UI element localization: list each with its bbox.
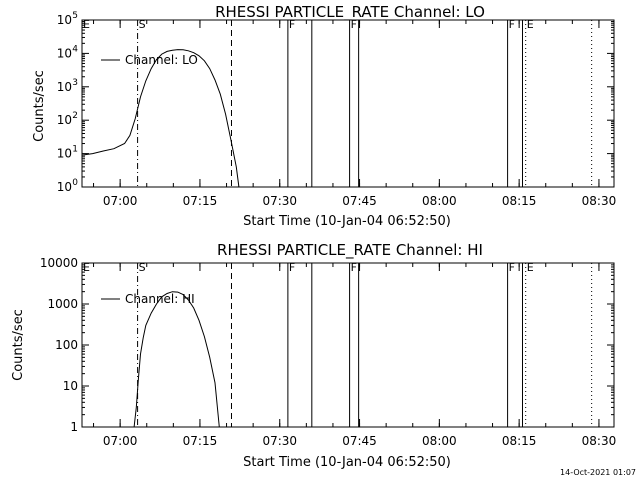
- x-tick-label: 07:45: [342, 434, 377, 448]
- legend-label: Channel: HI: [125, 292, 195, 306]
- y-tick-label: 10: [57, 80, 72, 94]
- event-marker-label: F: [351, 261, 357, 274]
- x-tick-label: 08:00: [422, 194, 457, 208]
- y-tick-exponent: 4: [72, 44, 78, 54]
- x-tick-label: 08:00: [422, 434, 457, 448]
- y-tick-label: 10: [57, 113, 72, 127]
- y-tick-label: 1000: [47, 297, 78, 311]
- event-marker-label: E: [83, 18, 90, 31]
- chart-panel-lo: RHESSI PARTICLE_RATE Channel: LO 10 010 11…: [32, 3, 616, 229]
- x-tick-label: 07:15: [183, 194, 218, 208]
- event-marker-label: F: [351, 18, 357, 31]
- y-tick-label: 10: [57, 46, 72, 60]
- event-marker-label: S: [139, 18, 146, 31]
- y-tick-exponent: 0: [72, 178, 78, 188]
- y-tick-label: 10: [57, 180, 72, 194]
- series-line-lo: [81, 49, 240, 188]
- y-tick-label: 10: [63, 379, 78, 393]
- event-marker-label: F: [509, 18, 515, 31]
- event-marker-label: E: [527, 261, 534, 274]
- y-tick-label: 10000: [40, 256, 78, 270]
- legend-label: Channel: LO: [125, 53, 198, 67]
- y-tick-exponent: 1: [72, 145, 78, 155]
- plot-frame-lo: [81, 19, 615, 188]
- y-tick-exponent: 5: [72, 11, 78, 21]
- y-tick-label: 100: [55, 338, 78, 352]
- x-tick-label: 08:15: [502, 434, 537, 448]
- event-marker-label: E: [83, 261, 90, 274]
- x-tick-label: 07:00: [103, 194, 138, 208]
- event-marker-label: E: [527, 18, 534, 31]
- x-tick-label: 08:30: [582, 194, 617, 208]
- x-tick-label: 07:30: [262, 434, 297, 448]
- timestamp-stamp: 14-Oct-2021 01:07: [560, 468, 636, 477]
- event-marker-label: F: [289, 18, 295, 31]
- series-line-hi: [133, 291, 220, 428]
- x-tick-label: 08:15: [502, 194, 537, 208]
- x-tick-label: 07:45: [342, 194, 377, 208]
- y-tick-exponent: 2: [72, 111, 78, 121]
- event-marker-label: F: [509, 261, 515, 274]
- x-tick-label: 08:30: [582, 434, 617, 448]
- event-marker-label: S: [139, 261, 146, 274]
- chart-title-hi: RHESSI PARTICLE_RATE Channel: HI: [217, 241, 483, 260]
- x-tick-label: 07:15: [183, 434, 218, 448]
- x-axis-label-hi: Start Time (10-Jan-04 06:52:50): [243, 455, 451, 470]
- y-axis-label-hi: Counts/sec: [11, 309, 26, 381]
- x-tick-label: 07:00: [103, 434, 138, 448]
- x-tick-label: 07:30: [262, 194, 297, 208]
- y-tick-exponent: 3: [72, 78, 78, 88]
- y-tick-label: 10: [57, 147, 72, 161]
- chart-panel-hi: RHESSI PARTICLE_RATE Channel: HI 1 10 100 1…: [11, 241, 616, 470]
- y-tick-label: 10: [57, 13, 72, 27]
- x-axis-label-lo: Start Time (10-Jan-04 06:52:50): [243, 214, 451, 229]
- chart-title-lo: RHESSI PARTICLE_RATE Channel: LO: [215, 3, 485, 22]
- y-axis-label-lo: Counts/sec: [32, 70, 47, 142]
- event-marker-label: F: [289, 261, 295, 274]
- y-tick-label: 1: [70, 420, 78, 434]
